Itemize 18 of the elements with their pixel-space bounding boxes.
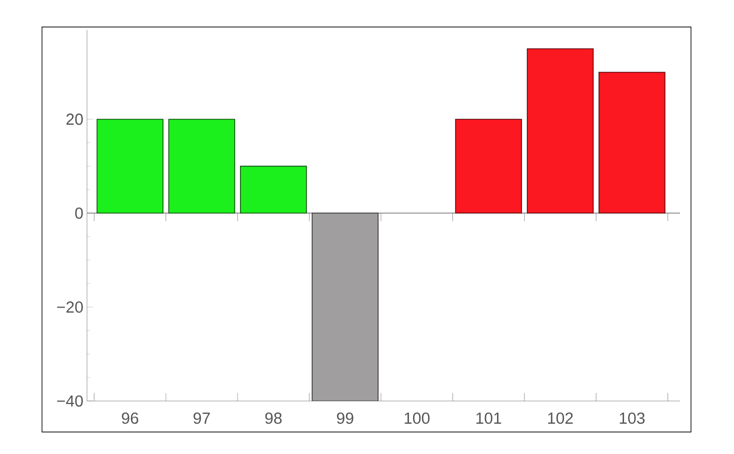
y-tick-label: −20: [57, 301, 83, 313]
x-tick-label: 96: [122, 412, 138, 424]
x-tick-label: 103: [620, 412, 645, 424]
x-tick-label: 101: [476, 412, 502, 424]
bar: [598, 72, 666, 214]
y-tick-label: −40: [57, 395, 83, 407]
bar: [96, 118, 164, 214]
x-tick-label: 99: [337, 412, 354, 424]
bar: [455, 118, 522, 214]
x-tick-label: 98: [265, 412, 282, 424]
y-tick-label: 20: [66, 114, 83, 125]
x-tick-label: 100: [404, 412, 430, 424]
bar: [168, 118, 236, 214]
y-tick-label: 0: [75, 207, 83, 219]
x-tick-label: 97: [194, 412, 210, 424]
bar: [240, 166, 307, 214]
bar: [526, 48, 594, 214]
x-tick-label: 102: [548, 412, 573, 424]
